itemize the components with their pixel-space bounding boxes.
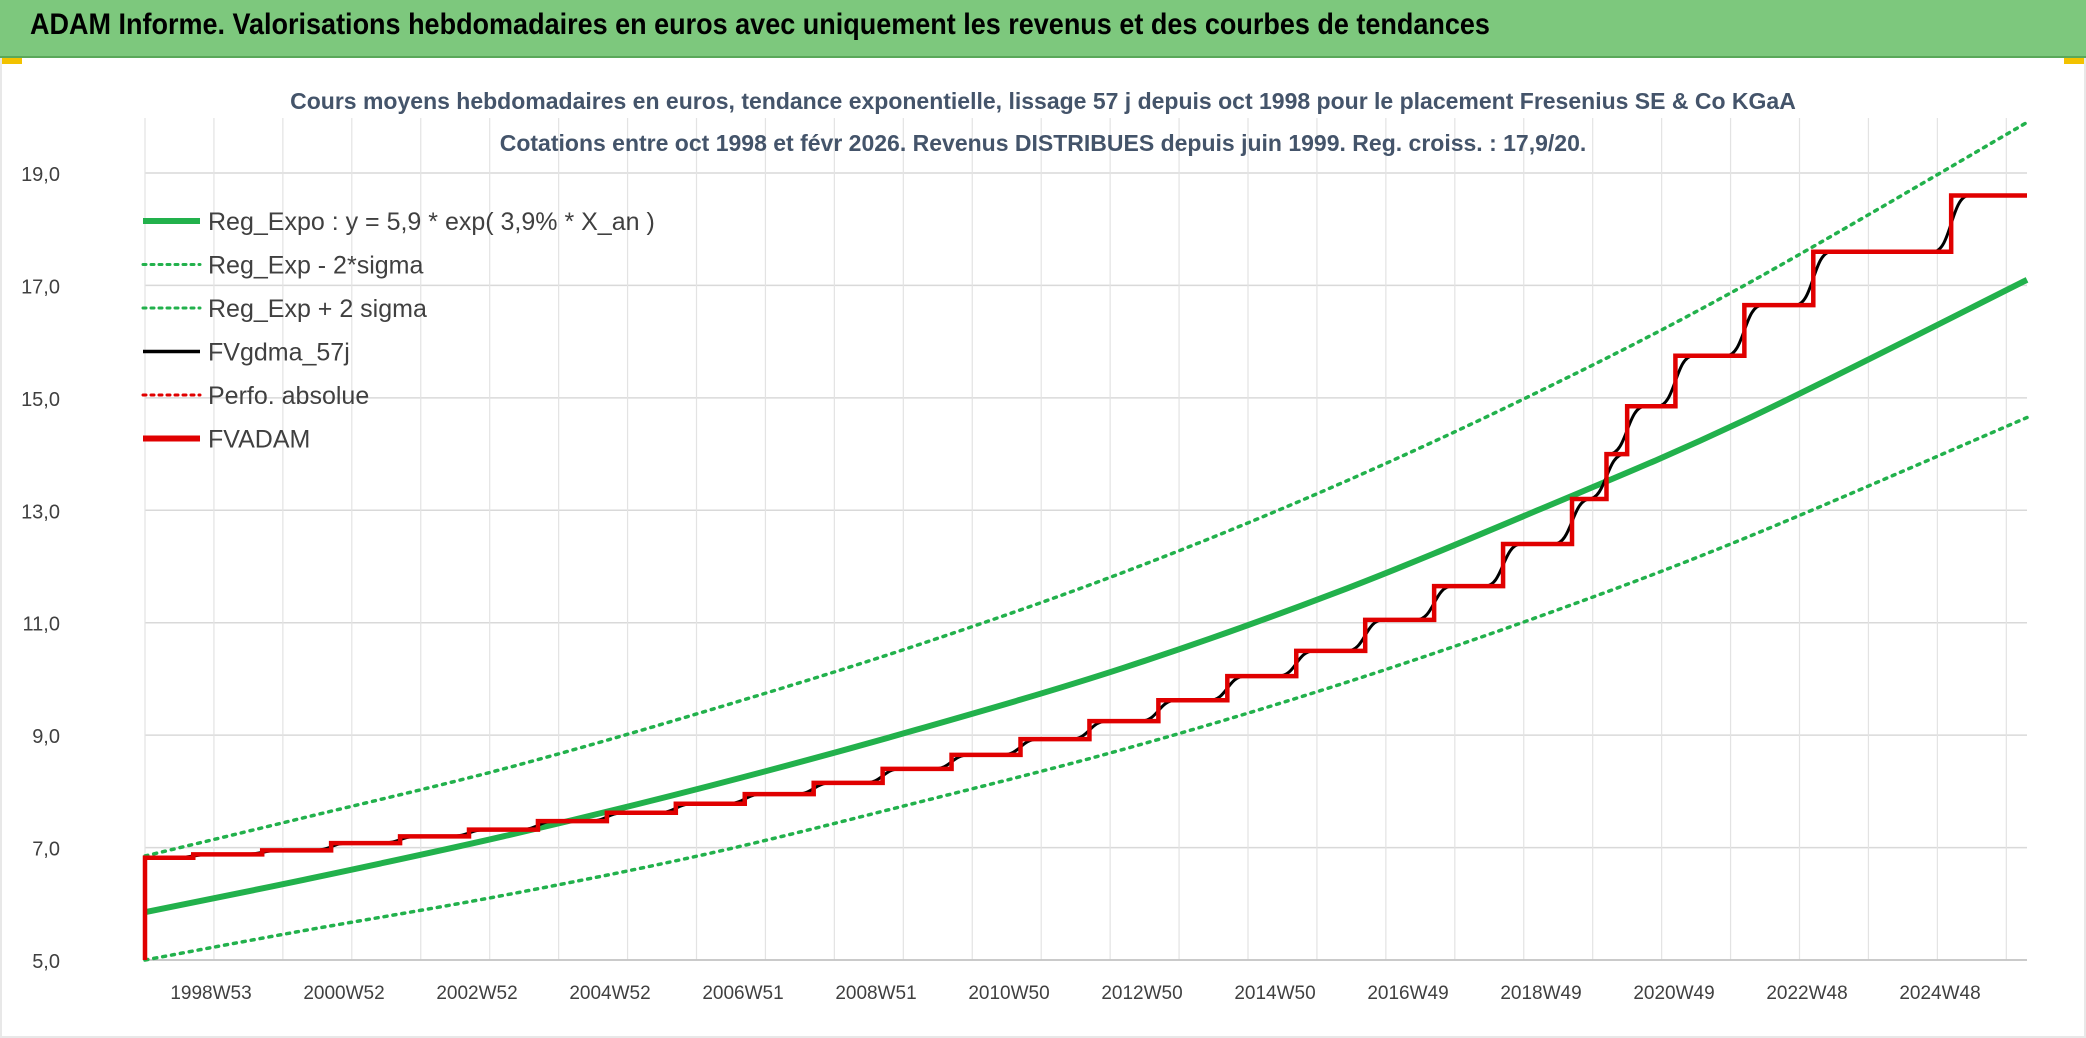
x-tick-label: 2024W48 — [1899, 983, 1980, 1004]
y-tick-label: 15,0 — [21, 389, 60, 411]
corner-marker-right — [2064, 58, 2086, 64]
legend-label: Reg_Exp - 2*sigma — [208, 252, 423, 280]
x-axis-ticks: 1998W53 2000W52 2002W52 2004W52 2006W51 2008W… — [170, 983, 1980, 1004]
series-line-reg-expo — [144, 277, 2029, 916]
legend-label: Perfo. absolue — [208, 382, 369, 410]
series-line-reg-exp-minus-2sigma — [143, 415, 2029, 962]
x-tick-label: 2022W48 — [1766, 983, 1847, 1004]
x-tick-label: 2004W52 — [569, 983, 650, 1004]
y-tick-label: 17,0 — [21, 276, 60, 298]
report-banner: ADAM Informe. Valorisations hebdomadaire… — [0, 0, 2086, 58]
series-line-fvadam — [142, 193, 2027, 960]
x-tick-label: 2016W49 — [1367, 983, 1448, 1004]
x-tick-label: 2002W52 — [436, 983, 517, 1004]
y-tick-label: 7,0 — [32, 839, 60, 861]
y-tick-label: 19,0 — [21, 164, 60, 186]
legend-label: Reg_Expo : y = 5,9 * exp( 3,9% * X_an ) — [208, 208, 655, 236]
series-layer — [142, 120, 2029, 962]
legend-label: FVgdma_57j — [208, 339, 350, 367]
x-tick-label: 2000W52 — [303, 983, 384, 1004]
legend-label: Reg_Exp + 2 sigma — [208, 295, 427, 323]
x-tick-label: 2012W50 — [1101, 983, 1182, 1004]
chart-frame — [0, 58, 2086, 1038]
legend-label: FVADAM — [208, 426, 310, 454]
y-tick-label: 5,0 — [32, 951, 60, 973]
chart-subtitle: Cotations entre oct 1998 et févr 2026. R… — [500, 130, 1587, 156]
x-tick-label: 2020W49 — [1633, 983, 1714, 1004]
legend: Reg_Expo : y = 5,9 * exp( 3,9% * X_an ) R… — [141, 208, 655, 454]
x-tick-label: 2010W50 — [968, 983, 1049, 1004]
x-tick-label: 2014W50 — [1234, 983, 1315, 1004]
x-tick-label: 2018W49 — [1500, 983, 1581, 1004]
x-tick-label: 2008W51 — [835, 983, 916, 1004]
x-tick-label: 2006W51 — [702, 983, 783, 1004]
series-line-reg-exp-plus-2sigma — [143, 120, 2029, 858]
y-axis-ticks: 5,0 7,0 9,0 11,0 13,0 15,0 17,0 19,0 — [21, 164, 60, 973]
x-tick-label: 1998W53 — [170, 983, 251, 1004]
corner-marker-left — [0, 58, 22, 64]
y-tick-label: 11,0 — [23, 614, 60, 636]
chart-title: Cours moyens hebdomadaires en euros, ten… — [290, 88, 1796, 114]
y-tick-label: 13,0 — [21, 501, 60, 523]
y-tick-label: 9,0 — [32, 726, 60, 748]
report-title: ADAM Informe. Valorisations hebdomadaire… — [30, 8, 1490, 41]
